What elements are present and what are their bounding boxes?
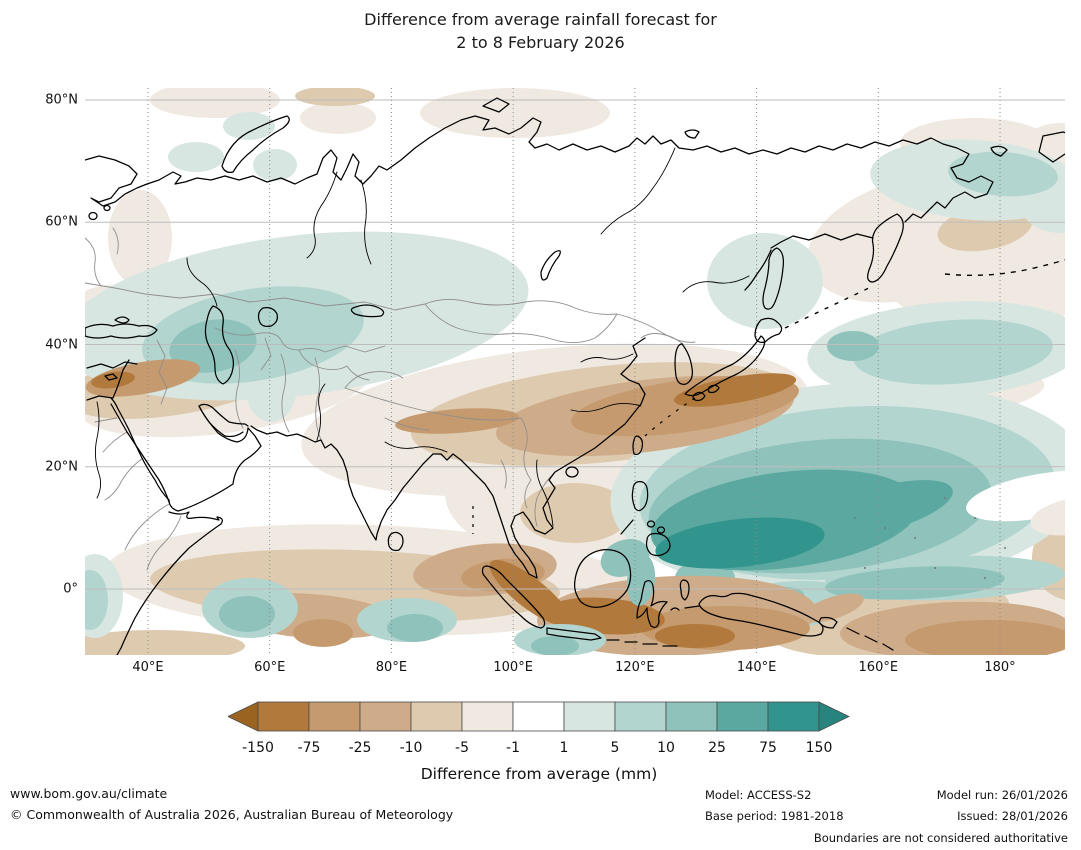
rivers (94, 147, 750, 527)
colorbar-segment (461, 701, 514, 732)
title-line2: 2 to 8 February 2026 (456, 33, 625, 52)
white-wedge (966, 470, 1065, 522)
rainfall-anomaly-map (85, 88, 1065, 655)
lat-tick-label: 0° (63, 581, 78, 597)
colorbar-segment (665, 701, 718, 732)
lon-tick-label: 120°E (615, 660, 655, 675)
colorbar-tick: 1 (560, 740, 569, 756)
footer-model: Model: ACCESS-S2 (705, 788, 812, 802)
colorbar-tick: -10 (400, 740, 423, 756)
lon-tick-label: 80°E (375, 660, 408, 675)
colorbar-segment (227, 701, 259, 732)
lon-tick-label: 140°E (736, 660, 777, 675)
graticule-gridlines (85, 88, 1065, 655)
colorbar-tick-labels: -150 -75 -25 -10 -5 -1 1 5 10 25 75 150 (242, 740, 832, 756)
lon-tick-label: 160°E (858, 660, 899, 675)
colorbar-caption: Difference from average (mm) (421, 765, 658, 783)
colorbar: -150 -75 -25 -10 -5 -1 1 5 10 25 75 150 Difference … (227, 700, 850, 790)
footer-base-period: Base period: 1981-2018 (705, 809, 844, 823)
lon-tick-label: 60°E (254, 660, 286, 675)
lat-tick-label: 60°N (45, 214, 78, 230)
colorbar-segment (410, 701, 463, 732)
colorbar-segment (308, 701, 361, 732)
colorbar-segment (359, 701, 412, 732)
footer-model-run: Model run: 26/01/2026 (936, 788, 1068, 802)
title-line1: Difference from average rainfall forecas… (364, 10, 717, 29)
lon-tick-label: 40°E (132, 660, 164, 675)
footer-url[interactable]: www.bom.gov.au/climate (10, 786, 168, 801)
island-chains (472, 259, 1065, 579)
colorbar-tick: 75 (759, 740, 777, 756)
colorbar-segment (614, 701, 667, 732)
colorbar-svg: -150 -75 -25 -10 -5 -1 1 5 10 25 75 150 Difference … (227, 701, 850, 783)
colorbar-segments (227, 701, 850, 732)
footer-issued: Issued: 28/01/2026 (957, 809, 1068, 823)
colorbar-tick: -25 (349, 740, 372, 756)
coastlines (85, 97, 1065, 655)
colorbar-tick: 10 (657, 740, 675, 756)
colorbar-segment (512, 701, 565, 732)
lon-tick-label: 100°E (493, 660, 533, 675)
colorbar-segment (563, 701, 616, 732)
lon-tick-label: 180° (984, 660, 1016, 675)
colorbar-tick: -75 (298, 740, 321, 756)
colorbar-tick: -1 (506, 740, 520, 756)
page-title: Difference from average rainfall forecas… (0, 8, 1081, 54)
map-canvas (85, 88, 1065, 655)
lat-tick-label: 40°N (45, 337, 78, 352)
footer-disclaimer: Boundaries are not considered authoritat… (813, 831, 1068, 845)
colorbar-tick: 150 (806, 740, 833, 756)
lat-tick-label: 80°N (45, 92, 78, 108)
colorbar-tick: 25 (708, 740, 726, 756)
colorbar-segment (767, 701, 820, 732)
footer-copyright: © Commonwealth of Australia 2026, Austra… (10, 807, 454, 822)
equatorial-teal-spots-inner (219, 554, 656, 655)
lat-tick-label: 20°N (45, 459, 78, 475)
colorbar-segment (257, 701, 310, 732)
colorbar-tick: -5 (455, 740, 469, 756)
colorbar-tick: 5 (611, 740, 620, 756)
colorbar-tick: -150 (242, 740, 274, 756)
anomaly-darkest-teal-region (655, 517, 825, 569)
east-tan-wedge (1030, 496, 1065, 536)
colorbar-segment (818, 701, 850, 732)
colorbar-segment (716, 701, 769, 732)
country-borders (85, 227, 696, 571)
